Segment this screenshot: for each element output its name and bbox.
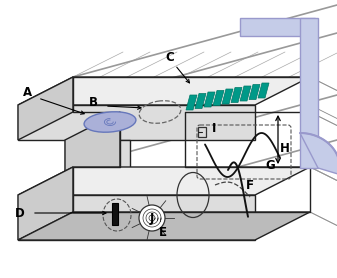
Polygon shape (249, 85, 260, 100)
Polygon shape (18, 167, 310, 195)
Polygon shape (18, 167, 73, 240)
Polygon shape (213, 91, 224, 105)
Polygon shape (300, 18, 318, 168)
Text: C: C (165, 51, 174, 63)
Polygon shape (18, 212, 310, 240)
Polygon shape (300, 133, 337, 180)
Polygon shape (195, 93, 206, 108)
Text: J: J (150, 212, 154, 225)
Polygon shape (18, 77, 73, 140)
Text: D: D (15, 207, 25, 220)
Text: A: A (23, 86, 32, 98)
Polygon shape (204, 92, 215, 107)
Polygon shape (240, 86, 251, 101)
Bar (112, 203, 118, 225)
Polygon shape (240, 18, 315, 36)
Polygon shape (18, 77, 310, 105)
Polygon shape (258, 83, 269, 98)
Polygon shape (222, 89, 233, 104)
Circle shape (139, 205, 165, 231)
Polygon shape (18, 195, 255, 240)
Text: H: H (280, 142, 290, 155)
Polygon shape (65, 140, 130, 195)
Polygon shape (18, 105, 255, 140)
Polygon shape (231, 88, 242, 103)
Text: I: I (212, 121, 216, 135)
Text: G: G (265, 158, 275, 172)
Polygon shape (186, 95, 197, 110)
Bar (198, 127, 206, 137)
Text: F: F (246, 178, 254, 192)
Text: E: E (159, 225, 167, 239)
Polygon shape (65, 112, 120, 195)
Text: B: B (89, 96, 97, 108)
Ellipse shape (84, 112, 136, 132)
